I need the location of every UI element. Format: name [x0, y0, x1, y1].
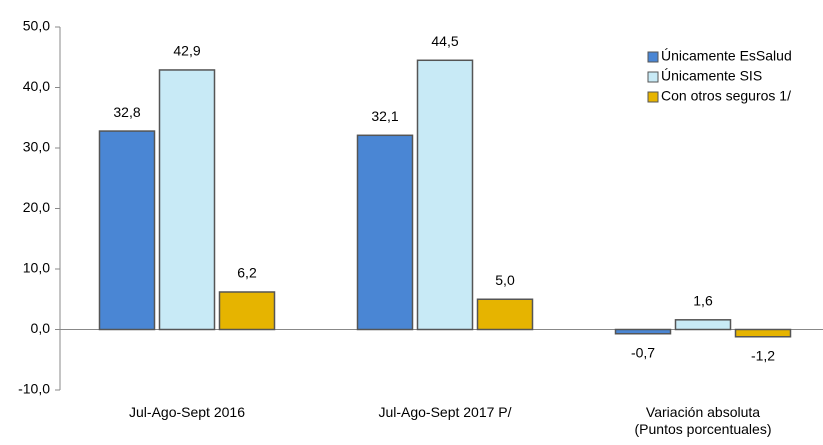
bar — [614, 328, 672, 335]
legend-label: Con otros seguros 1/ — [661, 88, 791, 104]
bar — [158, 69, 216, 331]
bar — [674, 319, 732, 331]
legend-label: Únicamente EsSalud — [661, 48, 792, 64]
legend-swatch — [647, 91, 659, 103]
value-label: 1,6 — [693, 293, 713, 309]
bar — [476, 298, 534, 331]
value-label: 6,2 — [237, 265, 257, 281]
y-tick-label: 0,0 — [31, 320, 51, 336]
x-tick-label: Jul-Ago-Sept 2017 P/ — [378, 404, 512, 420]
value-label: 42,9 — [173, 43, 200, 59]
bar — [416, 59, 474, 331]
y-tick-label: 10,0 — [23, 260, 50, 276]
bar — [356, 134, 414, 331]
legend-label: Únicamente SIS — [661, 68, 762, 84]
bar — [218, 291, 276, 331]
value-label: 32,1 — [371, 108, 398, 124]
legend-swatch — [647, 71, 659, 83]
legend-swatch — [647, 51, 659, 63]
value-label: 32,8 — [113, 104, 140, 120]
bar — [734, 328, 792, 338]
x-tick-label: Variación absoluta (Puntos porcentuales) — [634, 404, 772, 437]
bar — [98, 130, 156, 331]
y-tick-label: 30,0 — [23, 139, 50, 155]
y-tick-label: -10,0 — [18, 381, 50, 397]
y-tick-label: 50,0 — [23, 18, 50, 34]
y-tick-label: 40,0 — [23, 78, 50, 94]
y-tick-label: 20,0 — [23, 199, 50, 215]
value-label: -1,2 — [751, 347, 775, 363]
value-label: 5,0 — [495, 272, 515, 288]
x-tick-label: Jul-Ago-Sept 2016 — [129, 404, 245, 420]
value-label: -0,7 — [631, 344, 655, 360]
value-label: 44,5 — [431, 33, 458, 49]
